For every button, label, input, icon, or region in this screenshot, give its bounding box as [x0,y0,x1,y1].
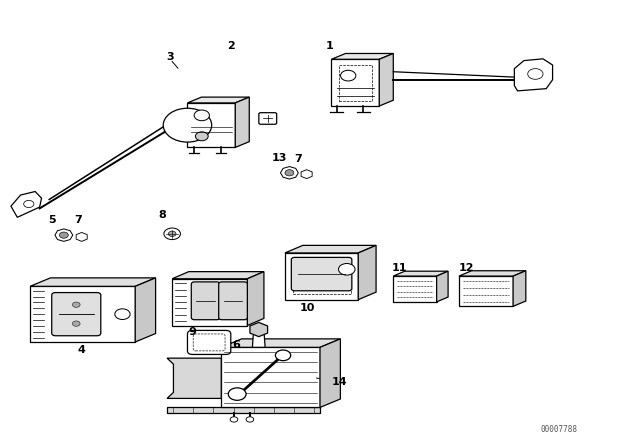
Circle shape [24,200,34,207]
Polygon shape [76,233,87,241]
FancyBboxPatch shape [219,282,247,320]
Polygon shape [236,97,249,147]
FancyBboxPatch shape [52,293,100,336]
FancyBboxPatch shape [191,282,220,320]
Text: 10: 10 [300,303,315,313]
Polygon shape [394,271,448,276]
Polygon shape [459,271,526,276]
Circle shape [275,350,291,361]
Circle shape [230,417,238,422]
Polygon shape [11,191,42,217]
Polygon shape [172,271,264,279]
Polygon shape [332,59,380,106]
Polygon shape [513,271,526,306]
Polygon shape [285,253,358,300]
Text: 3: 3 [166,52,174,62]
Circle shape [339,263,355,275]
Polygon shape [172,279,247,326]
Polygon shape [135,278,156,342]
FancyBboxPatch shape [291,258,352,291]
Text: 14: 14 [332,377,347,387]
Text: 00007788: 00007788 [540,425,577,434]
Circle shape [72,321,80,326]
Circle shape [60,232,68,238]
Text: 4: 4 [77,345,85,354]
Polygon shape [515,59,552,91]
Polygon shape [247,271,264,326]
Circle shape [163,108,212,142]
Text: 7: 7 [294,155,301,164]
Text: 2: 2 [227,41,235,51]
Circle shape [168,231,176,237]
Circle shape [72,302,80,307]
Polygon shape [250,323,268,336]
Polygon shape [55,229,73,241]
Polygon shape [436,271,448,302]
Polygon shape [188,97,249,103]
FancyBboxPatch shape [188,331,231,354]
Polygon shape [301,170,312,179]
Polygon shape [167,358,221,398]
Circle shape [340,70,356,81]
Polygon shape [459,276,513,306]
Text: 8: 8 [159,210,166,220]
Polygon shape [221,347,320,407]
Circle shape [528,69,543,79]
Text: 9: 9 [189,327,196,337]
Text: 7: 7 [74,215,82,224]
Polygon shape [167,407,320,413]
Circle shape [115,309,130,319]
Polygon shape [252,330,265,347]
Text: 12: 12 [459,263,474,273]
Polygon shape [221,339,340,347]
Text: 13: 13 [272,153,287,163]
Polygon shape [358,246,376,300]
Text: 11: 11 [392,263,408,273]
Circle shape [228,388,246,401]
Polygon shape [30,278,156,286]
Polygon shape [380,53,394,106]
Polygon shape [332,53,394,59]
Circle shape [194,110,209,121]
Polygon shape [280,167,298,179]
Polygon shape [394,276,436,302]
Polygon shape [320,339,340,407]
Polygon shape [188,103,236,147]
Polygon shape [285,246,376,253]
Text: 6: 6 [232,340,240,350]
Circle shape [195,132,208,141]
Polygon shape [30,286,135,342]
Circle shape [285,170,294,176]
Circle shape [164,228,180,240]
FancyBboxPatch shape [259,113,276,124]
Text: 5: 5 [49,215,56,224]
Circle shape [246,417,253,422]
Text: 1: 1 [326,41,333,51]
